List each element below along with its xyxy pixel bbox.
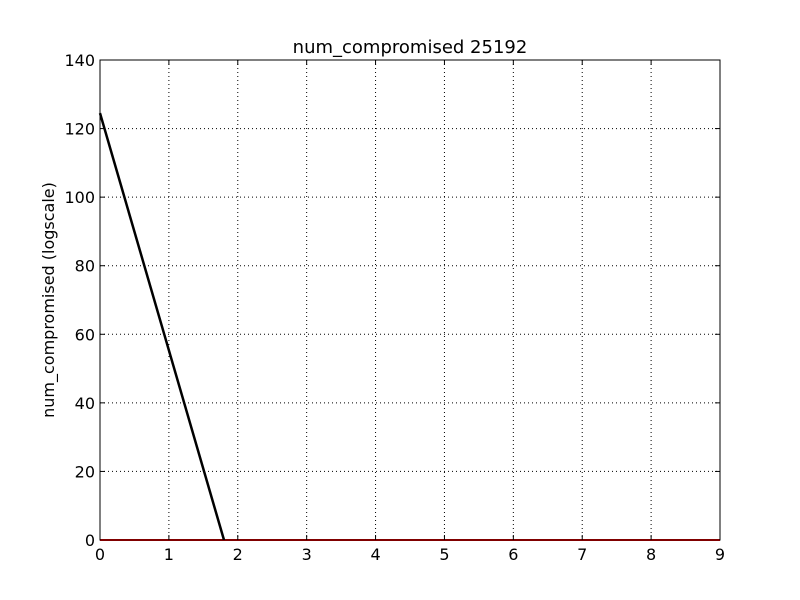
- y-tick-label: 20: [75, 462, 95, 481]
- y-tick-label: 100: [64, 188, 95, 207]
- x-tick-label: 2: [233, 545, 243, 564]
- x-tick-label: 7: [577, 545, 587, 564]
- y-axis-label: num_compromised (logscale): [39, 182, 59, 418]
- x-tick-label: 8: [646, 545, 656, 564]
- x-tick-label: 5: [439, 545, 449, 564]
- y-tick-label: 60: [75, 325, 95, 344]
- plot-frame: [99, 59, 721, 541]
- x-tick-label: 9: [715, 545, 725, 564]
- x-tick-label: 0: [95, 545, 105, 564]
- y-tick-label: 0: [85, 531, 95, 550]
- series-line-0: [98, 112, 226, 541]
- x-tick-label: 1: [164, 545, 174, 564]
- x-tick-label: 3: [302, 545, 312, 564]
- chart-title: num_compromised 25192: [293, 37, 528, 58]
- y-tick-label: 140: [64, 51, 95, 70]
- x-tick-label: 4: [370, 545, 380, 564]
- ticks: 0 1 2 3 4 5 6 7 8 9 0 20 40 60 80 100 120 140: [64, 51, 725, 564]
- y-tick-label: 40: [75, 394, 95, 413]
- x-tick-label: 6: [508, 545, 518, 564]
- y-tick-label: 120: [64, 120, 95, 139]
- y-tick-label: 80: [75, 257, 95, 276]
